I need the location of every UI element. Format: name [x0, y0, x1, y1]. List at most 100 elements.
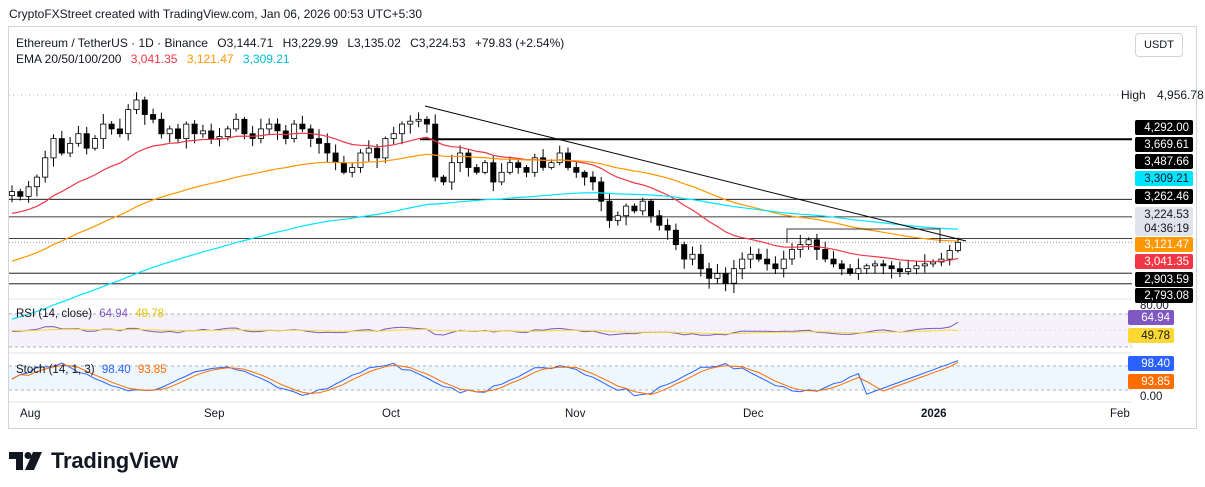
candle-up: [930, 261, 937, 265]
rsi-ma-value: 49.78: [135, 308, 165, 320]
symbol-legend[interactable]: Ethereum / TetherUS · 1D · Binance O3,14…: [16, 35, 564, 51]
candle-down: [116, 128, 123, 135]
change-value: +79.83 (+2.54%): [474, 36, 565, 50]
candle-up: [872, 263, 879, 267]
month-label-sep: Sep: [204, 408, 225, 420]
candle-down: [540, 157, 547, 168]
candle-down: [241, 118, 248, 135]
low-label: L: [347, 36, 355, 50]
candle-up: [863, 265, 870, 270]
close-label: C: [410, 36, 419, 50]
candle-up: [42, 157, 49, 178]
rsi-title[interactable]: RSI (14, close): [16, 308, 93, 320]
tradingview-wordmark: TradingView: [51, 448, 178, 473]
rsi-value-tag: 64.94: [1128, 310, 1174, 325]
candle-up: [407, 120, 414, 125]
candle-down: [191, 123, 198, 135]
candle-up: [457, 152, 464, 164]
price-axis-tag: 3,487.66: [1135, 154, 1193, 169]
candle-up: [639, 200, 646, 212]
price-axis-tag: 2,903.59: [1135, 272, 1193, 287]
rsi-value: 64.94: [99, 308, 129, 320]
price-axis-tag: 04:36:19: [1135, 221, 1193, 236]
ema-legend[interactable]: EMA 20/50/100/200 3,041.35 3,121.47 3,30…: [16, 52, 290, 66]
candle-down: [838, 263, 845, 270]
candle-down: [656, 215, 663, 226]
open-label: O: [217, 36, 227, 50]
rsi-legend[interactable]: RSI (14, close) 64.94 49.78: [16, 308, 164, 320]
candle-down: [648, 200, 655, 217]
candle-down: [764, 258, 771, 265]
stoch-legend[interactable]: Stoch (14, 1, 3) 98.40 93.85: [16, 364, 167, 376]
candle-down: [813, 239, 820, 250]
ema100-value: 3,309.21: [242, 52, 290, 66]
candle-down: [299, 123, 306, 130]
candle-down: [332, 152, 339, 164]
candle-down: [208, 130, 215, 139]
candle-up: [747, 253, 754, 260]
stoch-d-value: 93.85: [137, 364, 167, 376]
candle-down: [822, 248, 829, 260]
price-axis-tag: 3,669.61: [1135, 137, 1193, 152]
price-axis-tag: 3,041.35: [1135, 254, 1193, 269]
price-axis-tag: 2,793.08: [1135, 288, 1193, 303]
candle-down: [108, 123, 115, 130]
candle-down: [722, 273, 729, 284]
candle-down: [17, 191, 24, 197]
candle-up: [556, 152, 563, 164]
tradingview-logo[interactable]: TradingView: [9, 448, 178, 474]
candle-down: [598, 181, 605, 202]
candle-down: [664, 224, 671, 231]
candle-up: [92, 138, 99, 149]
stoch-d-line: [11, 361, 959, 396]
candle-up: [50, 138, 57, 159]
high-marker-value: 4,956.78: [1157, 88, 1204, 102]
price-axis-tag: 4,292.00: [1135, 120, 1193, 135]
candle-up: [623, 205, 630, 217]
high-marker-label: High: [1121, 88, 1146, 102]
stoch-band: [9, 366, 1132, 390]
candle-up: [481, 162, 488, 173]
stoch-title[interactable]: Stoch (14, 1, 3): [16, 364, 95, 376]
ema20-value: 3,041.35: [130, 52, 178, 66]
candle-down: [515, 162, 522, 168]
month-label-2026: 2026: [921, 408, 947, 420]
open-value: 3,144.71: [226, 36, 274, 50]
candle-up: [905, 268, 912, 273]
candle-down: [523, 167, 530, 173]
month-label-feb: Feb: [1110, 408, 1130, 420]
price-axis-tag: 3,262.46: [1135, 189, 1193, 204]
price-axis-tag: 3,224.53: [1135, 207, 1193, 222]
rsi-axis-top: 80.00: [1140, 300, 1169, 312]
candle-up: [789, 248, 796, 260]
candle-up: [506, 162, 513, 173]
consolidation-box: [786, 228, 941, 243]
rsi-ma-line: [11, 328, 959, 335]
candle-down: [158, 118, 165, 135]
candle-up: [291, 123, 298, 139]
candle-up: [199, 130, 206, 135]
month-label-aug: Aug: [20, 408, 41, 420]
stoch-k-value: 98.40: [101, 364, 131, 376]
candle-up: [498, 171, 505, 183]
candle-up: [913, 265, 920, 270]
candle-up: [955, 241, 962, 251]
candle-up: [233, 118, 240, 130]
candle-down: [896, 268, 903, 273]
candle-up: [25, 186, 32, 197]
candle-up: [382, 138, 389, 159]
symbol-name[interactable]: Ethereum / TetherUS · 1D · Binance: [16, 36, 208, 50]
month-label-oct: Oct: [382, 408, 400, 420]
candle-up: [415, 118, 422, 122]
candle-down: [706, 268, 713, 279]
ema-title[interactable]: EMA 20/50/100/200: [16, 52, 122, 66]
candle-up: [689, 253, 696, 260]
high-label: H: [282, 36, 292, 50]
candle-up: [548, 162, 555, 168]
candle-down: [141, 99, 148, 115]
currency-button[interactable]: USDT: [1135, 33, 1183, 57]
candle-down: [755, 253, 762, 260]
ema50-line: [11, 153, 958, 262]
candle-down: [274, 123, 281, 132]
